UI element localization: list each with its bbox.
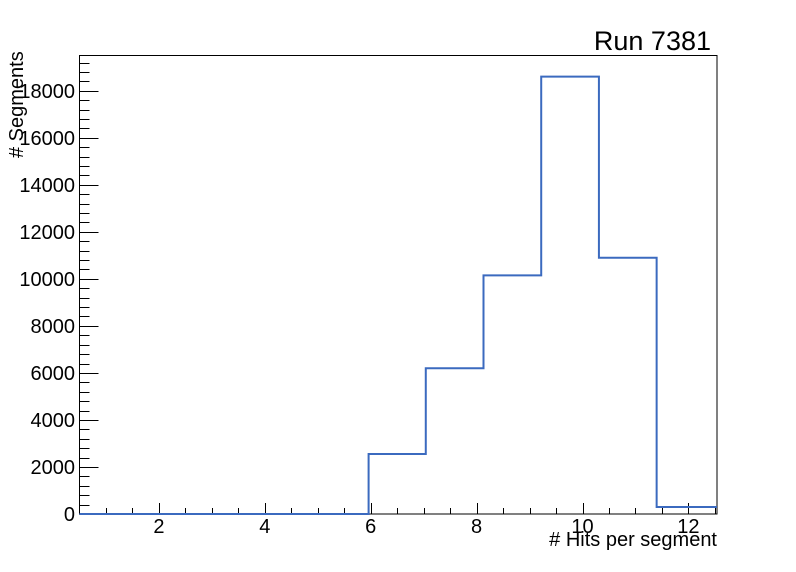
x-axis-title: # Hits per segment bbox=[549, 529, 717, 551]
plot-frame bbox=[79, 55, 718, 515]
y-tick-label: 10000 bbox=[19, 269, 75, 291]
x-tick-label: 12 bbox=[677, 516, 699, 538]
x-tick-label: 8 bbox=[471, 516, 482, 538]
x-tick-label: 4 bbox=[259, 516, 270, 538]
y-tick-label: 2000 bbox=[31, 457, 76, 479]
plot-title: Run 7381 bbox=[594, 26, 711, 56]
plot-render-layer: 2 4 6 8 10 12 0 2000 4000 6000 8000 10000 12000 14000… bbox=[19, 55, 718, 538]
y-tick-label: 16000 bbox=[19, 128, 75, 150]
x-tick-label: 2 bbox=[153, 516, 164, 538]
y-tick-label: 0 bbox=[64, 504, 75, 526]
x-tick-label: 6 bbox=[365, 516, 376, 538]
y-tick-label: 18000 bbox=[19, 81, 75, 103]
y-tick-label: 8000 bbox=[31, 316, 76, 338]
x-tick-label: 10 bbox=[571, 516, 593, 538]
histogram-line bbox=[79, 75, 717, 515]
y-tick-label: 6000 bbox=[31, 363, 76, 385]
y-tick-label: 4000 bbox=[31, 410, 76, 432]
y-tick-label: 14000 bbox=[19, 175, 75, 197]
y-tick-label: 12000 bbox=[19, 222, 75, 244]
y-axis-title: # Segments bbox=[6, 51, 28, 158]
